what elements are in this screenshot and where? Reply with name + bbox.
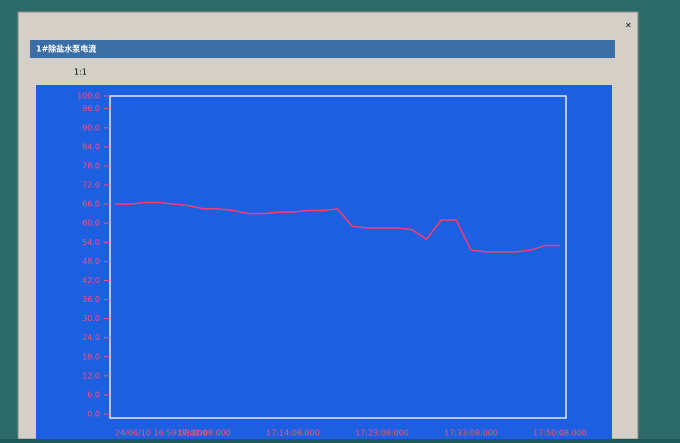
window-title: 1#除盐水泵电流: [36, 44, 96, 54]
y-tick-label: 84.0: [82, 142, 100, 151]
y-tick-label: 60.0: [82, 219, 100, 228]
y-tick-label: 30.0: [82, 314, 100, 323]
y-tick-label: 100.0: [77, 92, 100, 101]
y-tick-label: 90.0: [82, 123, 100, 132]
x-tick-label: 17:33:08.000: [444, 429, 498, 438]
x-tick-label: 17:50:08.000: [533, 429, 587, 438]
title-bar: [30, 40, 615, 58]
y-tick-label: 6.0: [87, 390, 100, 399]
plot-frame: [109, 95, 567, 419]
x-tick-label: 17:23:08.000: [355, 429, 409, 438]
x-tick-label: 17:14:08.000: [266, 429, 320, 438]
y-tick-label: 42.0: [82, 276, 100, 285]
zoom-button[interactable]: 1:1: [74, 68, 87, 77]
close-button[interactable]: ×: [625, 21, 632, 30]
toolbar: [30, 60, 615, 84]
y-tick-label: 54.0: [82, 238, 100, 247]
y-tick-label: 18.0: [82, 352, 100, 361]
y-tick-label: 78.0: [82, 161, 100, 170]
y-tick-label: 72.0: [82, 181, 100, 190]
line: [115, 201, 560, 253]
y-tick-label: 66.0: [82, 200, 100, 209]
y-tick-label: 36.0: [82, 295, 100, 304]
chart-area: [36, 85, 612, 439]
y-tick-label: 12.0: [82, 371, 100, 380]
y-tick-label: 48.0: [82, 257, 100, 266]
y-tick-label: 0.0: [87, 410, 100, 419]
x-tick-label: 17:02:08.000: [177, 429, 231, 438]
x-tick-label: 24/06/10 16:59:08.000: [115, 429, 207, 438]
y-tick-label: 96.0: [82, 104, 100, 113]
y-tick-label: 24.0: [82, 333, 100, 342]
